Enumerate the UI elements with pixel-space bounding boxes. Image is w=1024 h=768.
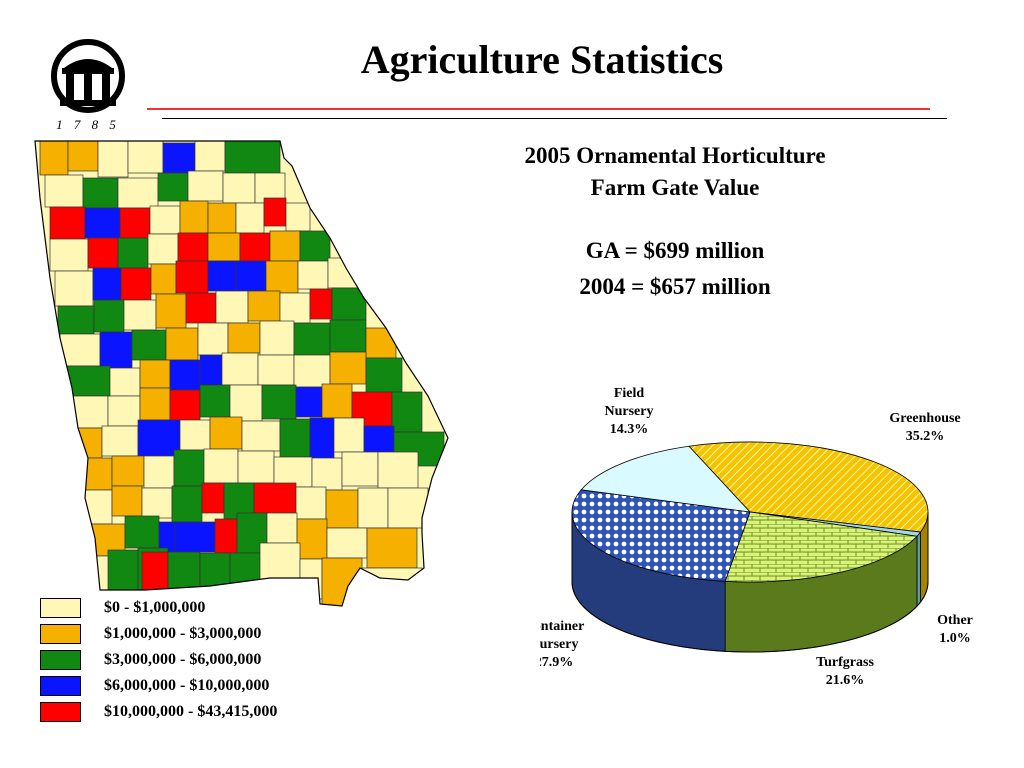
ga-value-text: GA = $699 million bbox=[585, 238, 765, 263]
legend-label: $0 - $1,000,000 bbox=[104, 599, 206, 616]
subtitle-line-2: Farm Gate Value bbox=[590, 175, 760, 200]
logo-year: 1 7 8 5 bbox=[56, 117, 120, 132]
legend-label: $1,000,000 - $3,000,000 bbox=[104, 625, 262, 642]
title-rule-black bbox=[162, 118, 947, 119]
title-rule-red bbox=[147, 108, 930, 110]
pie-slice bbox=[688, 441, 929, 533]
legend-swatch bbox=[40, 676, 81, 696]
pie-slice-label: ContainerNursery27.9% bbox=[540, 619, 584, 670]
legend-label: $6,000,000 - $10,000,000 bbox=[104, 677, 270, 694]
subtitle-line-1: 2005 Ornamental Horticulture bbox=[524, 143, 826, 168]
chart-subtitle: 2005 Ornamental Horticulture Farm Gate V… bbox=[460, 140, 890, 204]
georgia-county-map bbox=[30, 138, 450, 613]
legend-swatch bbox=[40, 598, 81, 618]
county-cells bbox=[39, 141, 445, 606]
legend-label: $10,000,000 - $43,415,000 bbox=[104, 703, 278, 720]
slide-title: Agriculture Statistics bbox=[360, 37, 724, 82]
pie-slice-label: Other 1.0% bbox=[937, 613, 973, 646]
legend-swatch bbox=[40, 702, 81, 722]
pie-rim-outline bbox=[571, 512, 929, 653]
pie-slice-label: Field Nursery 14.3% bbox=[605, 386, 654, 437]
pie-slice-label: Greenhouse 35.2% bbox=[889, 411, 960, 444]
pie-slice-label: Turfgrass 21.6% bbox=[816, 655, 874, 688]
legend-swatch bbox=[40, 650, 81, 670]
pie-slice bbox=[580, 445, 752, 513]
university-arch-logo: 1 7 8 5 bbox=[38, 38, 138, 138]
pie-slice-side bbox=[916, 530, 921, 608]
legend-swatch bbox=[40, 624, 81, 644]
prior-year-value-text: 2004 = $657 million bbox=[579, 274, 771, 299]
pie-slice bbox=[571, 489, 751, 582]
pie-slice bbox=[724, 511, 918, 583]
legend-label: $3,000,000 - $6,000,000 bbox=[104, 651, 262, 668]
